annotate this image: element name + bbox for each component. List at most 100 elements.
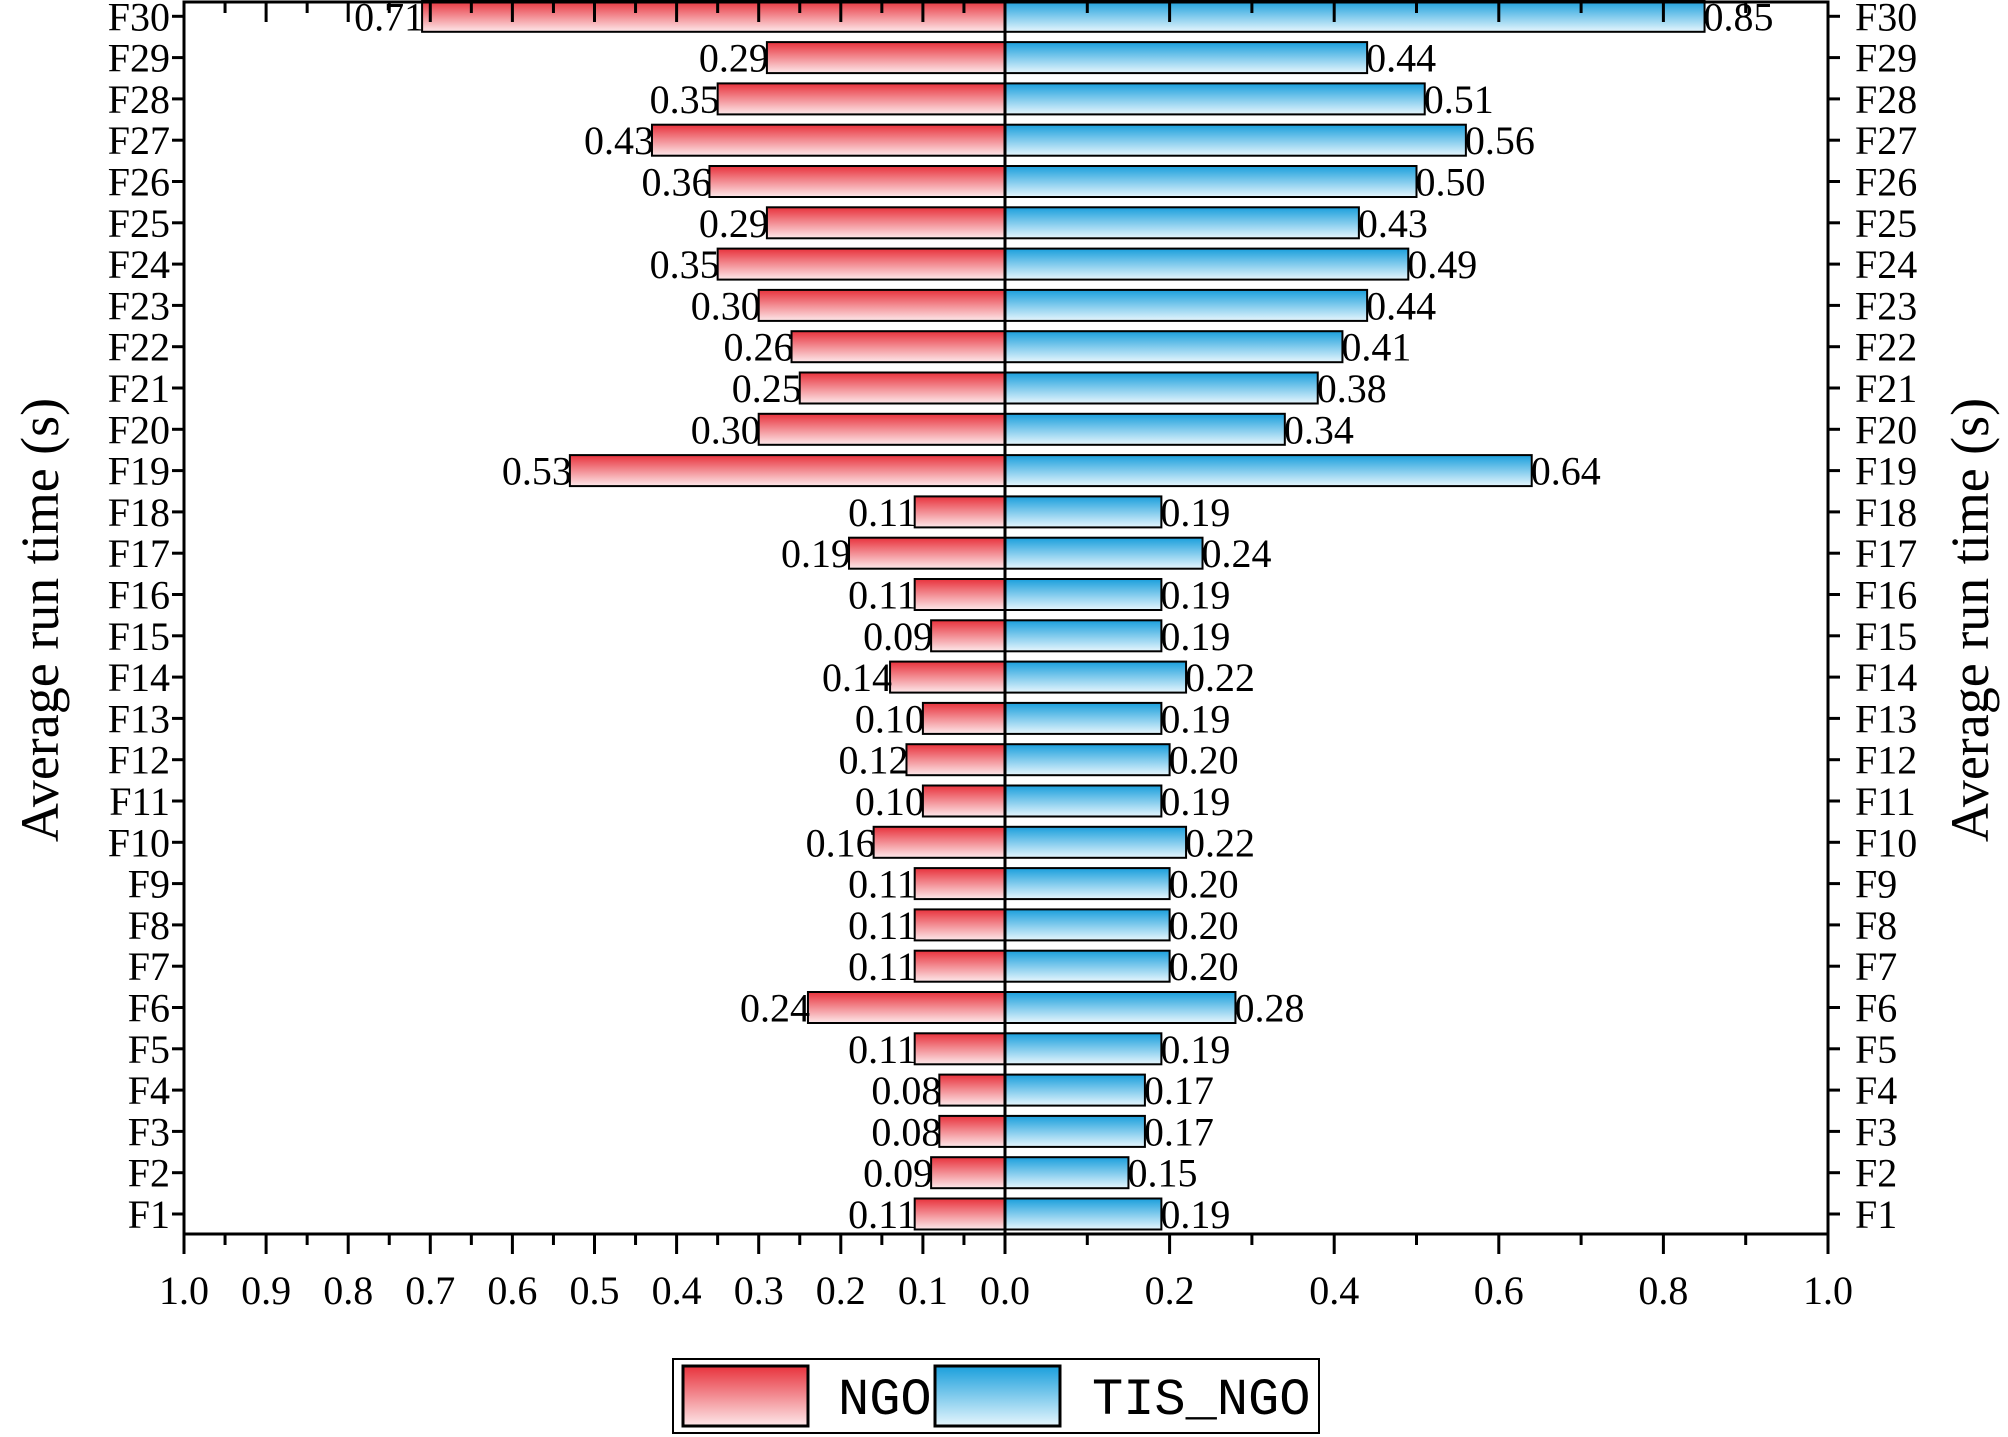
x-tick-label-right-0: 0.2 (1145, 1268, 1195, 1313)
bar-tis-ngo-f23 (1004, 288, 1369, 322)
bar-ngo-f19 (568, 454, 1006, 488)
x-tick-label-left-6: 0.4 (652, 1268, 702, 1313)
category-label-left-f22: F22 (108, 325, 170, 370)
category-label-right-f30: F30 (1855, 0, 1917, 39)
bar-ngo-f6 (806, 991, 1007, 1024)
value-label-ngo-f18: 0.11 (848, 490, 917, 535)
bar-tis-ngo-f19 (1004, 454, 1533, 488)
category-label-left-f1: F1 (128, 1192, 170, 1237)
value-label-ngo-f24: 0.35 (650, 242, 720, 287)
value-label-ngo-f26: 0.36 (641, 160, 711, 205)
bar-tis-ngo-f3 (1004, 1114, 1146, 1148)
category-label-right-f21: F21 (1855, 366, 1917, 411)
value-label-ngo-f9: 0.11 (848, 862, 917, 907)
value-label-tis-ngo-f10: 0.22 (1185, 820, 1255, 865)
legend-label-ngo: NGO (838, 1371, 932, 1430)
category-label-left-f12: F12 (108, 738, 170, 783)
x-tick-label-right-3: 0.8 (1638, 1268, 1688, 1313)
bar-ngo-f30 (421, 0, 1006, 33)
category-label-left-f23: F23 (108, 283, 170, 328)
value-label-tis-ngo-f19: 0.64 (1531, 449, 1601, 494)
x-tick-label-left-2: 0.8 (323, 1268, 373, 1313)
value-label-ngo-f14: 0.14 (822, 655, 892, 700)
category-label-left-f4: F4 (128, 1068, 170, 1113)
category-label-left-f8: F8 (128, 903, 170, 948)
value-label-tis-ngo-f23: 0.44 (1366, 283, 1436, 328)
right-axis-title: Average run time (s) (1940, 398, 2000, 842)
value-label-tis-ngo-f22: 0.41 (1341, 325, 1411, 370)
bar-ngo-f14 (889, 660, 1006, 694)
value-label-tis-ngo-f14: 0.22 (1185, 655, 1255, 700)
bar-tis-ngo-f30 (1004, 0, 1706, 33)
left-category-labels: F1F2F3F4F5F6F7F8F9F10F11F12F13F14F15F16F… (108, 0, 170, 1237)
value-label-ngo-f23: 0.30 (691, 283, 761, 328)
category-label-right-f25: F25 (1855, 201, 1917, 246)
category-label-right-f3: F3 (1855, 1109, 1897, 1154)
category-label-right-f16: F16 (1855, 573, 1917, 618)
value-label-ngo-f12: 0.12 (838, 738, 908, 783)
bar-ngo-f10 (872, 825, 1007, 859)
bar-tis-ngo-f12 (1004, 743, 1171, 777)
bar-ngo-f1 (913, 1197, 1006, 1231)
x-tick-label-left-7: 0.3 (734, 1268, 784, 1313)
value-label-tis-ngo-f12: 0.20 (1169, 738, 1239, 783)
category-label-left-f15: F15 (108, 614, 170, 659)
category-label-left-f3: F3 (128, 1109, 170, 1154)
bar-ngo-f28 (716, 82, 1007, 116)
category-label-right-f20: F20 (1855, 407, 1917, 452)
left-axis-title: Average run time (s) (10, 398, 70, 842)
value-label-ngo-f3: 0.08 (871, 1109, 941, 1154)
value-label-tis-ngo-f1: 0.19 (1160, 1192, 1230, 1237)
value-label-tis-ngo-f25: 0.43 (1358, 201, 1428, 246)
x-tick-label-left-8: 0.2 (816, 1268, 866, 1313)
legend-swatch-ngo (681, 1364, 810, 1428)
category-label-left-f30: F30 (108, 0, 170, 39)
value-label-tis-ngo-f7: 0.20 (1169, 944, 1239, 989)
bar-tis-ngo-f16 (1004, 578, 1163, 611)
category-label-right-f5: F5 (1855, 1027, 1897, 1072)
category-label-right-f17: F17 (1855, 531, 1917, 576)
category-label-right-f23: F23 (1855, 283, 1917, 328)
value-label-ngo-f10: 0.16 (806, 820, 876, 865)
bars-layer: 0.11 0.190.09 0.150.08 0.170.08 0.170.11 0.19… (354, 0, 1774, 1237)
category-label-left-f9: F9 (128, 862, 170, 907)
bar-tis-ngo-f6 (1004, 991, 1237, 1024)
x-tick-label-right-4: 1.0 (1803, 1268, 1853, 1313)
bar-tis-ngo-f7 (1004, 949, 1171, 983)
bar-ngo-f24 (716, 247, 1007, 281)
value-label-ngo-f27: 0.43 (584, 118, 654, 163)
category-label-right-f9: F9 (1855, 862, 1897, 907)
bar-tis-ngo-f27 (1004, 123, 1467, 157)
bar-ngo-f20 (757, 412, 1007, 446)
x-tick-label-left-9: 0.1 (898, 1268, 948, 1313)
bar-ngo-f8 (913, 908, 1006, 942)
category-label-left-f24: F24 (108, 242, 170, 287)
value-label-ngo-f15: 0.09 (863, 614, 933, 659)
value-label-tis-ngo-f18: 0.19 (1160, 490, 1230, 535)
bar-tis-ngo-f8 (1004, 908, 1171, 942)
bar-ngo-f7 (913, 949, 1006, 983)
category-label-right-f19: F19 (1855, 449, 1917, 494)
value-label-ngo-f29: 0.29 (699, 36, 769, 81)
category-label-left-f26: F26 (108, 160, 170, 205)
category-label-left-f2: F2 (128, 1151, 170, 1196)
category-label-left-f25: F25 (108, 201, 170, 246)
value-label-ngo-f4: 0.08 (871, 1068, 941, 1113)
category-label-right-f27: F27 (1855, 118, 1917, 163)
bar-tis-ngo-f5 (1004, 1032, 1163, 1066)
x-tick-label-left-3: 0.7 (405, 1268, 455, 1313)
bar-tis-ngo-f9 (1004, 867, 1171, 901)
bar-tis-ngo-f2 (1004, 1156, 1130, 1190)
bar-tis-ngo-f24 (1004, 247, 1410, 281)
category-label-right-f14: F14 (1855, 655, 1917, 700)
bar-ngo-f3 (938, 1114, 1007, 1148)
x-tick-label-left-0: 1.0 (159, 1268, 209, 1313)
category-label-left-f18: F18 (108, 490, 170, 535)
category-label-right-f15: F15 (1855, 614, 1917, 659)
value-label-ngo-f25: 0.29 (699, 201, 769, 246)
value-label-tis-ngo-f4: 0.17 (1144, 1068, 1214, 1113)
category-label-left-f20: F20 (108, 407, 170, 452)
bar-ngo-f11 (921, 784, 1007, 818)
value-label-tis-ngo-f29: 0.44 (1366, 36, 1436, 81)
x-tick-label-right-1: 0.4 (1309, 1268, 1359, 1313)
